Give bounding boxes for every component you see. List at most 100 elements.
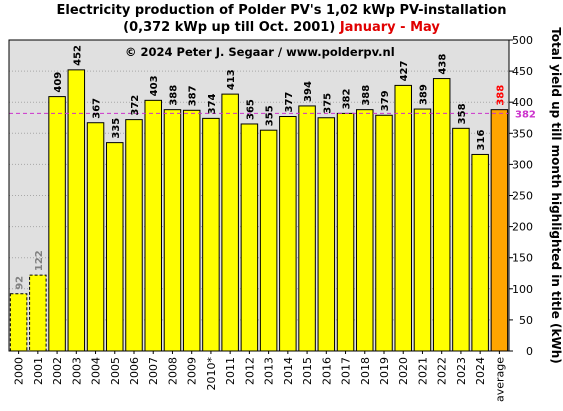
bar-value-label: 365 <box>245 99 256 120</box>
bar-value-label: 375 <box>322 93 333 114</box>
x-tick-label: 2001 <box>32 357 45 385</box>
bar <box>221 93 239 352</box>
average-line-label: 382 <box>515 109 536 120</box>
bar <box>413 108 432 352</box>
bar <box>298 105 316 352</box>
x-tick-label: 2015 <box>301 357 314 385</box>
bars <box>9 69 509 352</box>
bar <box>394 84 412 352</box>
bar-value-label: 389 <box>418 84 429 105</box>
x-tick-label: 2006 <box>128 357 141 385</box>
bar-value-label: 355 <box>265 105 276 126</box>
bar-value-label: 388 <box>495 85 506 106</box>
y-tick-label: 100 <box>512 283 533 296</box>
x-tick-label: 2021 <box>416 357 429 385</box>
bar-value-label: 358 <box>457 103 468 124</box>
bar <box>356 109 374 352</box>
bar <box>317 117 336 352</box>
bar-value-label: 403 <box>149 75 160 96</box>
bar-value-label: 438 <box>438 54 449 75</box>
bar-value-label: 372 <box>130 95 141 116</box>
y-tick-label: 400 <box>512 96 533 109</box>
y-tick-label: 200 <box>512 221 533 234</box>
average-reference: 382 <box>9 109 536 120</box>
y-axis-label: Total yield up till month highlighted in… <box>549 27 563 364</box>
bar-value-label: 394 <box>303 81 314 102</box>
bar <box>471 153 489 352</box>
bar <box>452 127 470 352</box>
bar <box>202 117 220 352</box>
bar <box>144 99 162 352</box>
bar <box>9 293 28 352</box>
bar-value-label: 92 <box>15 276 26 290</box>
bar <box>106 142 124 352</box>
bar-value-label: 335 <box>111 118 122 139</box>
bar <box>279 116 297 352</box>
y-tick-label: 50 <box>519 314 533 327</box>
y-tick-label: 450 <box>512 65 533 78</box>
x-tick-label: 2017 <box>340 357 353 385</box>
copyright-notice: © 2024 Peter J. Segaar / www.polderpv.nl <box>125 45 395 59</box>
x-tick-label: 2002 <box>51 357 64 385</box>
value-labels: 92 122 409 452 367 335 372 403 388 387 374 413 365 35… <box>15 45 507 290</box>
bar <box>240 123 259 352</box>
x-tick-label: 2016 <box>320 357 333 385</box>
y-tick-label: 500 <box>512 34 533 47</box>
bar <box>29 274 47 352</box>
bar-value-label: 388 <box>168 85 179 106</box>
bar-value-label: 388 <box>361 85 372 106</box>
x-tick-label: average <box>493 357 506 402</box>
bar <box>259 129 278 352</box>
bar-value-label: 377 <box>284 92 295 113</box>
bar <box>336 112 355 352</box>
bar-value-label: 316 <box>476 130 487 151</box>
bar <box>48 96 66 352</box>
x-tick-label: 2003 <box>70 357 83 385</box>
x-tick-label: 2012 <box>243 357 256 385</box>
x-tick-label: 2008 <box>166 357 179 385</box>
y-tick-label: 0 <box>526 345 533 358</box>
x-axis-tick-labels: 2000 2001 2002 2003 2004 2005 2006 2007 2008 2009… <box>13 351 506 402</box>
y-tick-label: 300 <box>512 158 533 171</box>
chart-title-block: Electricity production of Polder PV's 1,… <box>0 2 563 36</box>
chart-subtitle-highlight: January - May <box>339 20 440 35</box>
y-tick-label: 250 <box>512 190 533 203</box>
chart-title: Electricity production of Polder PV's 1,… <box>56 3 507 18</box>
bar <box>163 109 182 352</box>
y-tick-label: 150 <box>512 252 533 265</box>
x-tick-label: 2018 <box>359 357 372 385</box>
x-tick-label: 2013 <box>263 357 276 385</box>
x-tick-label: 2019 <box>378 357 391 385</box>
x-tick-label: 2014 <box>282 357 295 385</box>
bar <box>375 114 393 352</box>
bar-value-label: 374 <box>207 93 218 114</box>
bar-value-label: 387 <box>188 85 199 106</box>
x-tick-label: 2009 <box>186 357 199 385</box>
plot-frame <box>8 39 510 352</box>
y-tick-label: 350 <box>512 127 533 140</box>
x-tick-label: 2020 <box>397 357 410 385</box>
grid-lines <box>9 70 509 321</box>
x-tick-label: 2010* <box>205 357 218 391</box>
x-tick-label: 2022 <box>436 357 449 385</box>
x-tick-label: 2000 <box>13 357 26 385</box>
bar-value-label: 382 <box>342 88 353 109</box>
x-tick-label: 2004 <box>90 357 103 385</box>
bar <box>125 119 143 352</box>
bar <box>432 78 451 352</box>
x-tick-label: 2007 <box>147 357 160 385</box>
y-axis-tick-labels: 0 50 100 150 200 250 300 350 400 450 500 <box>509 34 533 358</box>
bar-value-label: 379 <box>380 90 391 111</box>
bar-value-label: 413 <box>226 69 237 90</box>
x-tick-label: 2005 <box>109 357 122 385</box>
x-tick-label: 2011 <box>224 357 237 385</box>
bar-value-label: 427 <box>399 60 410 81</box>
chart-subtitle: (0,372 kWp up till Oct. 2001) <box>123 20 336 35</box>
bar <box>182 109 201 352</box>
x-tick-label: 2023 <box>455 357 468 385</box>
bar <box>67 69 86 352</box>
x-tick-label: 2024 <box>474 357 487 385</box>
bar-value-label: 367 <box>92 98 103 119</box>
bar-value-label: 452 <box>72 45 83 66</box>
